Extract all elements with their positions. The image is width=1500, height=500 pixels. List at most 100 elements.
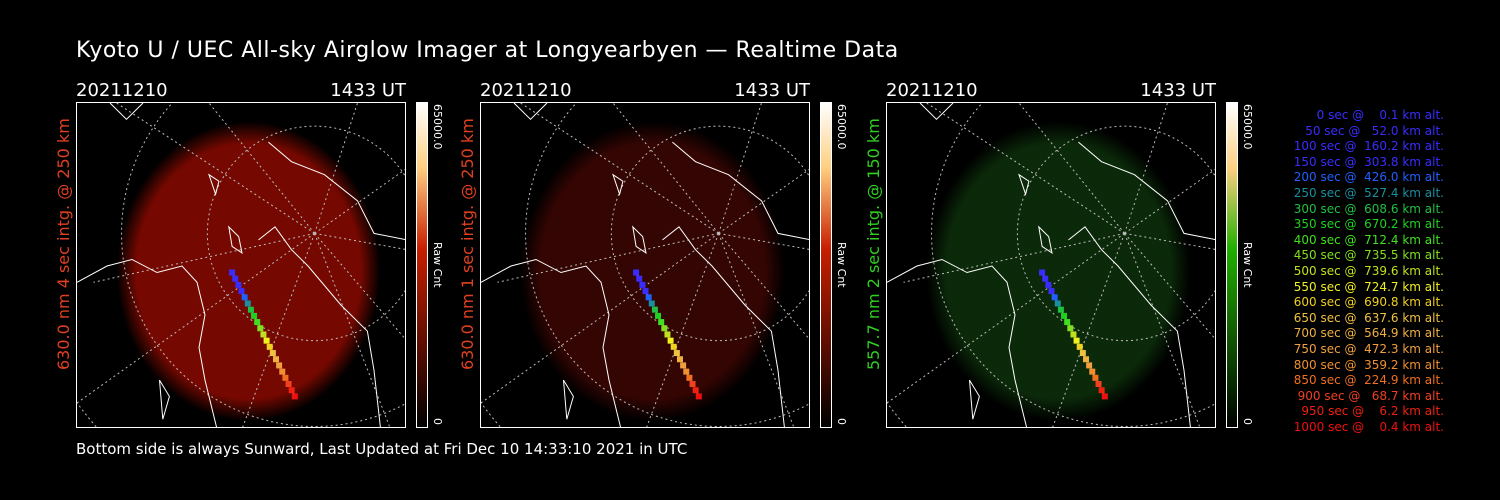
trajectory-point	[269, 350, 276, 357]
trajectory-point	[229, 269, 236, 276]
island-outline	[159, 379, 170, 420]
legend-entry: 1000 sec @ 0.4 km alt.	[1293, 420, 1444, 434]
island-outline	[969, 379, 980, 420]
trajectory-point	[642, 288, 649, 295]
trajectory-point	[695, 393, 702, 400]
trajectory-point	[1089, 368, 1096, 375]
trajectory-point	[676, 356, 683, 363]
trajectory-point	[648, 300, 655, 307]
trajectory-point	[276, 362, 283, 369]
legend-entry: 100 sec @ 160.2 km alt.	[1289, 139, 1444, 154]
longitude-grid-line	[718, 233, 809, 340]
airglow-image	[520, 121, 785, 422]
trajectory-point	[279, 368, 286, 375]
coastline	[109, 103, 144, 121]
coastline	[77, 258, 218, 427]
longitude-grid-line	[77, 232, 315, 404]
latitude-grid-arc	[931, 103, 1215, 427]
island-outline	[1018, 173, 1030, 197]
trajectory-point	[1051, 294, 1058, 301]
airglow-image	[926, 121, 1191, 422]
legend-entry: 700 sec @ 564.9 km alt.	[1289, 326, 1444, 341]
legend-entry: 850 sec @ 224.9 km alt.	[1289, 373, 1444, 388]
longitude-grid-line	[314, 233, 405, 340]
panel-wavelength-label: 630.0 nm 4 sec intg. @ 250 km	[54, 118, 73, 370]
coastline	[919, 103, 954, 121]
longitude-grid-line	[314, 232, 405, 250]
trajectory-point	[1098, 387, 1105, 394]
trajectory-point	[633, 269, 640, 276]
coastline	[672, 141, 809, 241]
coastline	[662, 226, 785, 427]
legend-entry: 50 sec @ 52.0 km alt.	[1297, 123, 1444, 138]
trajectory-point	[1048, 288, 1055, 295]
panel-date: 20211210	[886, 80, 978, 101]
trajectory-point	[651, 306, 658, 313]
trajectory-point	[238, 288, 245, 295]
coastline	[887, 258, 1028, 427]
longitude-grid-line	[1124, 168, 1215, 234]
trajectory-point	[1092, 374, 1099, 381]
panel-date: 20211210	[76, 80, 168, 101]
trajectory-point	[1061, 312, 1068, 319]
trajectory-point	[291, 393, 298, 400]
colorbar-max-label: 65000.0	[835, 104, 848, 150]
trajectory-point	[285, 381, 292, 388]
trajectory-point	[1076, 343, 1083, 350]
trajectory-point	[670, 343, 677, 350]
coastline	[481, 258, 622, 427]
island-outline	[612, 173, 624, 197]
legend-entry: 900 sec @ 68.7 km alt.	[1293, 388, 1444, 403]
footer-status: Bottom side is always Sunward, Last Upda…	[76, 440, 688, 458]
trajectory-point	[1082, 356, 1089, 363]
trajectory-point	[1039, 269, 1046, 276]
coastline	[268, 141, 405, 241]
colorbar	[416, 102, 428, 428]
longitude-grid-line	[718, 232, 809, 250]
trajectory-point	[667, 337, 674, 344]
colorbar	[820, 102, 832, 428]
trajectory-point	[241, 294, 248, 301]
panel-wavelength-label: 630.0 nm 1 sec intg. @ 250 km	[458, 118, 477, 370]
colorbar-min-label: 0	[1241, 418, 1254, 425]
trajectory-point	[686, 374, 693, 381]
trajectory-point	[247, 306, 254, 313]
trajectory-point	[254, 319, 261, 326]
longitude-grid-line	[481, 232, 719, 404]
trajectory-point	[639, 281, 646, 288]
trajectory-point	[1042, 275, 1049, 282]
trajectory-point	[232, 275, 239, 282]
legend-entry: 250 sec @ 527.4 km alt.	[1289, 186, 1444, 200]
trajectory-point	[288, 387, 295, 394]
trajectory-point	[1067, 325, 1074, 332]
trajectory-point	[1064, 319, 1071, 326]
colorbar-max-label: 65000.0	[1241, 104, 1254, 150]
trajectory-point	[636, 275, 643, 282]
coastline	[1068, 226, 1191, 427]
trajectory-point	[673, 350, 680, 357]
colorbar-min-label: 0	[835, 418, 848, 425]
colorbar-max-label: 65000.0	[431, 104, 444, 150]
trajectory-point	[683, 368, 690, 375]
trajectory-point	[1101, 393, 1108, 400]
island-outline	[208, 173, 220, 197]
colorbar-unit-label: Raw Cnt	[431, 242, 444, 288]
coastline	[1078, 141, 1215, 241]
legend-entry: 800 sec @ 359.2 km alt.	[1289, 357, 1444, 372]
trajectory-point	[1079, 350, 1086, 357]
trajectory-point	[689, 381, 696, 388]
trajectory-point	[1073, 337, 1080, 344]
trajectory-point	[260, 331, 267, 338]
trajectory-point	[664, 331, 671, 338]
page-title: Kyoto U / UEC All-sky Airglow Imager at …	[76, 38, 899, 63]
allsky-map	[76, 102, 406, 428]
trajectory-point	[1054, 300, 1061, 307]
legend-entry: 200 sec @ 426.0 km alt.	[1289, 170, 1444, 185]
legend-entry: 150 sec @ 303.8 km alt.	[1289, 154, 1444, 169]
colorbar-min-label: 0	[431, 418, 444, 425]
coastline	[258, 226, 381, 427]
legend-entry: 450 sec @ 735.5 km alt.	[1289, 248, 1444, 263]
trajectory-point	[257, 325, 264, 332]
legend-entry: 650 sec @ 637.6 km alt.	[1289, 310, 1444, 325]
allsky-map	[886, 102, 1216, 428]
